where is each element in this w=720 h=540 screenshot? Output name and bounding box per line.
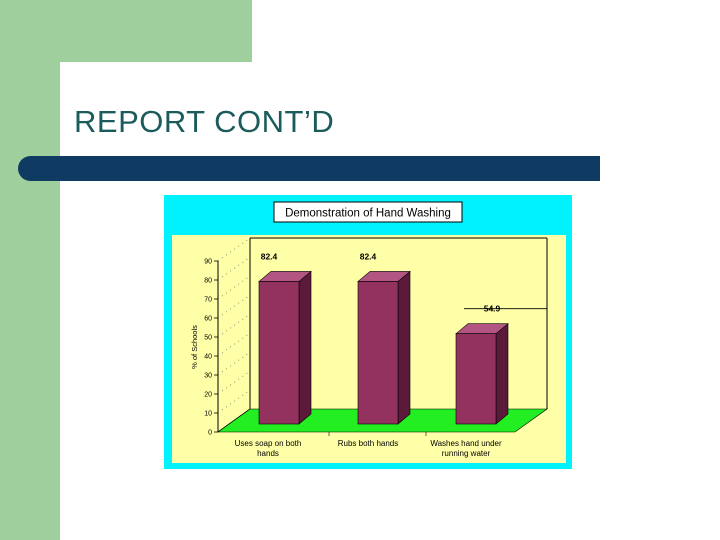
y-tick-label: 70 — [204, 297, 212, 304]
y-tick-label: 20 — [204, 392, 212, 399]
bar-side — [495, 323, 509, 425]
y-tick-label: 40 — [204, 354, 212, 361]
bar-side — [397, 270, 411, 425]
bar — [455, 333, 497, 425]
y-tick-label: 0 — [208, 430, 212, 437]
bar — [357, 281, 399, 425]
y-tick-label: 60 — [204, 316, 212, 323]
bar-data-label: 82.4 — [360, 251, 377, 261]
y-tick-label: 50 — [204, 335, 212, 342]
left-decor-band — [0, 0, 60, 540]
chart-title: Demonstration of Hand Washing — [285, 208, 451, 220]
bar-data-label: 54.9 — [484, 304, 501, 314]
bar-side — [298, 270, 312, 425]
y-tick-label: 80 — [204, 278, 212, 285]
title-underline-bar — [18, 156, 600, 181]
x-category-label: Washes hand under — [430, 439, 502, 448]
x-category-label: running water — [442, 449, 491, 458]
slide-title: REPORT CONT’D — [74, 104, 335, 139]
top-decor-band — [0, 0, 252, 62]
x-category-label: Uses soap on both — [235, 439, 302, 448]
y-axis-title: % of Schools — [190, 325, 199, 369]
chart-container: Demonstration of Hand Washing % of Schoo… — [164, 195, 572, 469]
y-tick-label: 30 — [204, 373, 212, 380]
bar — [258, 281, 300, 425]
x-category-label: hands — [257, 449, 279, 458]
y-tick-label: 10 — [204, 411, 212, 418]
chart-title-box — [273, 201, 463, 223]
hand-washing-chart: Demonstration of Hand Washing % of Schoo… — [164, 195, 572, 469]
y-tick-label: 90 — [204, 259, 212, 266]
x-category-label: Rubs both hands — [338, 439, 399, 448]
bar-data-label: 82.4 — [261, 251, 278, 261]
